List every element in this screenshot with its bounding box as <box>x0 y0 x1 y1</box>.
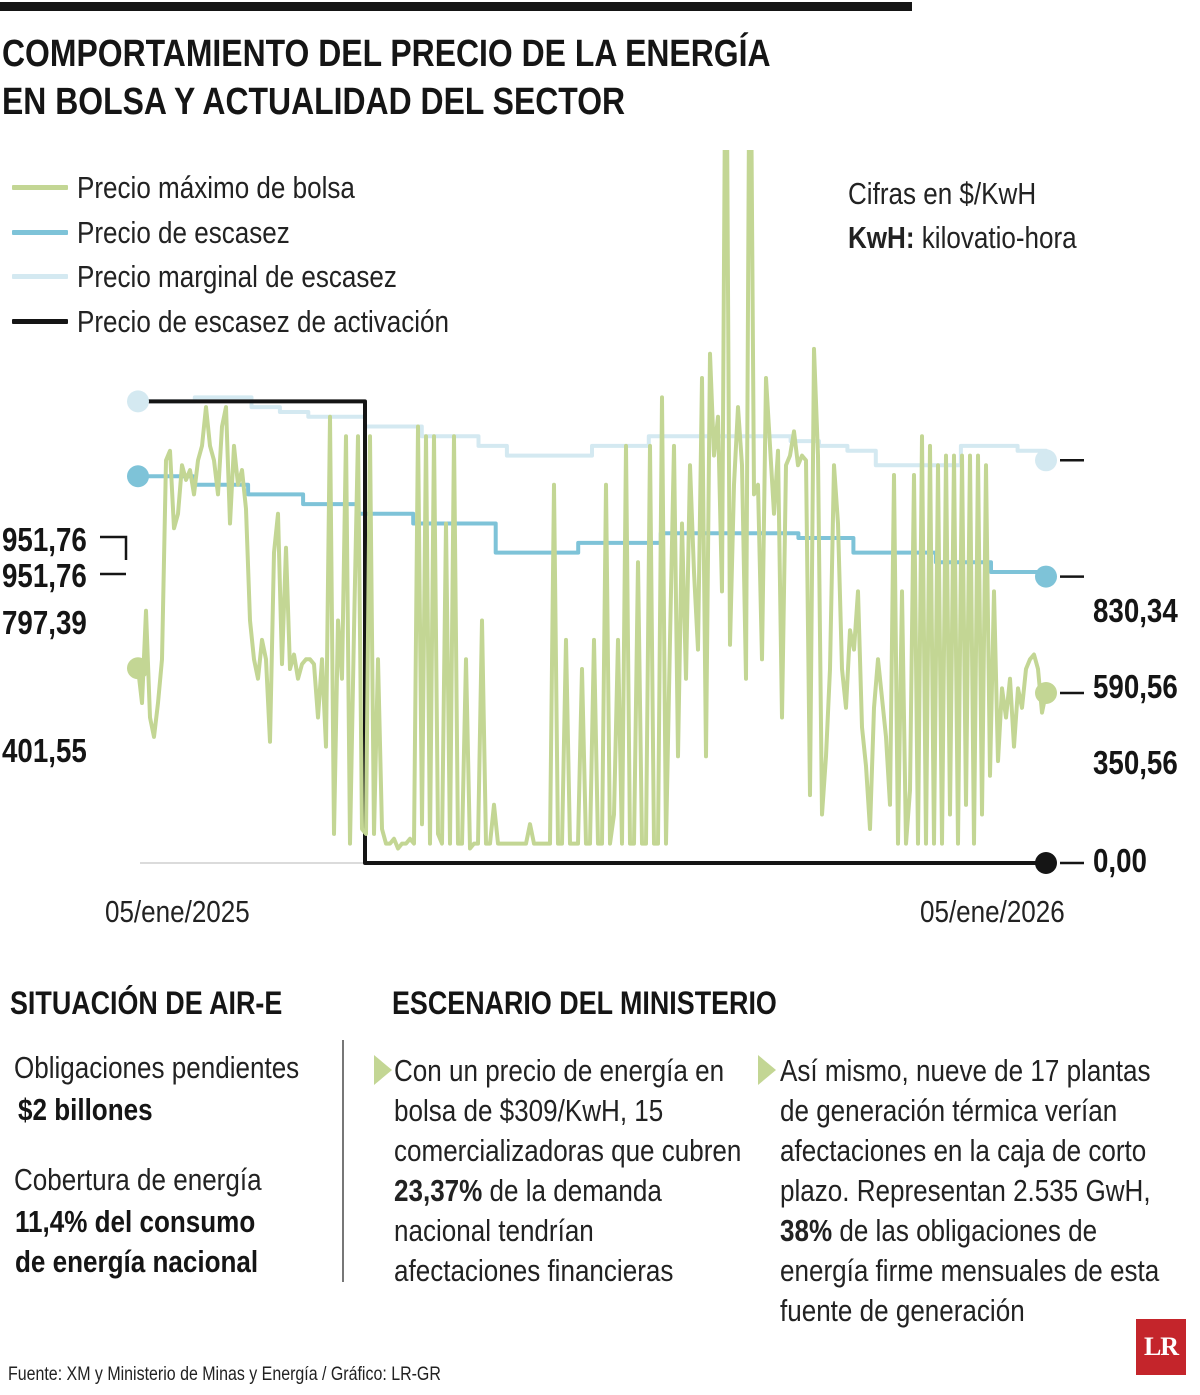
end-marker-marginal-scarcity-price <box>1035 449 1057 472</box>
situacion-title: SITUACIÓN DE AIR-E <box>10 985 283 1021</box>
page-title: COMPORTAMIENTO DEL PRECIO DE LA ENERGÍA … <box>2 30 1102 126</box>
x-axis-start-label: 05/ene/2025 <box>105 895 250 930</box>
units-abbrev: KwH: <box>848 220 915 255</box>
legend-swatch-activation-price <box>12 318 68 324</box>
start-marker-marginal-scarcity-price <box>127 390 149 413</box>
bullet-arrow-icon <box>374 1055 392 1085</box>
end-value-label-max-price: 350,56 <box>1093 745 1178 782</box>
legend-label-scarcity-price: Precio de escasez <box>77 214 290 250</box>
top-rule <box>0 2 912 11</box>
legend-label-activation-price: Precio de escasez de activación <box>77 303 450 339</box>
start-value-label-max-price: 401,55 <box>2 733 87 770</box>
series-line-max-price <box>136 150 1048 851</box>
start-marker-max-price <box>127 657 149 680</box>
legend-label-marginal-scarcity-price: Precio marginal de escasez <box>77 259 397 294</box>
start-value-label-scarcity-price: 797,39 <box>2 605 87 642</box>
units-note: Cifras en $/KwH KwH: kilovatio-hora <box>848 172 1120 260</box>
end-marker-max-price <box>1035 681 1057 704</box>
legend-swatch-max-price <box>12 185 68 190</box>
series-line-scarcity-price <box>136 474 1048 579</box>
situacion-item-1-value: $2 billones <box>18 1092 153 1127</box>
x-axis-end-label: 05/ene/2026 <box>920 895 1065 930</box>
end-marker-activation-price <box>1035 852 1057 874</box>
start-leader-marginal-scarcity-price <box>100 535 128 560</box>
legend-swatch-marginal-scarcity-price <box>12 274 68 279</box>
escenario-title: ESCENARIO DEL MINISTERIO <box>392 985 777 1021</box>
bullet-arrow-icon <box>758 1055 776 1085</box>
situacion-item-2-label: Cobertura de energía <box>14 1162 262 1197</box>
series-line-activation-price <box>136 399 1048 865</box>
end-value-label-scarcity-price: 590,56 <box>1093 669 1178 706</box>
situacion-item-1-label: Obligaciones pendientes <box>14 1050 300 1085</box>
units-line-1: Cifras en $/KwH <box>848 176 1037 211</box>
end-value-label-activation-price: 0,00 <box>1093 843 1147 880</box>
situacion-item-2-value: 11,4% del consumo de energía nacional <box>15 1204 259 1279</box>
start-marker-scarcity-price <box>127 465 149 488</box>
units-definition: kilovatio-hora <box>914 220 1077 255</box>
price-line-chart: 951,76 830,34 951,76 0,00 797,39 590,56 401,55… <box>2 150 1178 930</box>
series-line-marginal-scarcity-price <box>136 395 1048 468</box>
end-value-label-marginal-scarcity-price: 830,34 <box>1093 593 1178 630</box>
lr-logo: LR <box>1136 1319 1186 1375</box>
start-value-label-activation-price: 951,76 <box>2 558 87 595</box>
end-marker-scarcity-price <box>1035 565 1057 588</box>
start-value-label-marginal-scarcity-price: 951,76 <box>2 522 87 559</box>
title-line-2: EN BOLSA Y ACTUALIDAD DEL SECTOR <box>2 81 626 123</box>
legend-swatch-scarcity-price <box>12 229 68 235</box>
escenario-column-2: Así mismo, nueve de 17 plantas de genera… <box>780 1053 1160 1328</box>
title-line-1: COMPORTAMIENTO DEL PRECIO DE LA ENERGÍA <box>2 33 771 75</box>
escenario-column-1: Con un precio de energía en bolsa de $30… <box>394 1053 742 1288</box>
section-divider <box>342 1040 344 1282</box>
source-note: Fuente: XM y Ministerio de Minas y Energ… <box>8 1364 441 1385</box>
legend-label-max-price: Precio máximo de bolsa <box>77 170 355 205</box>
